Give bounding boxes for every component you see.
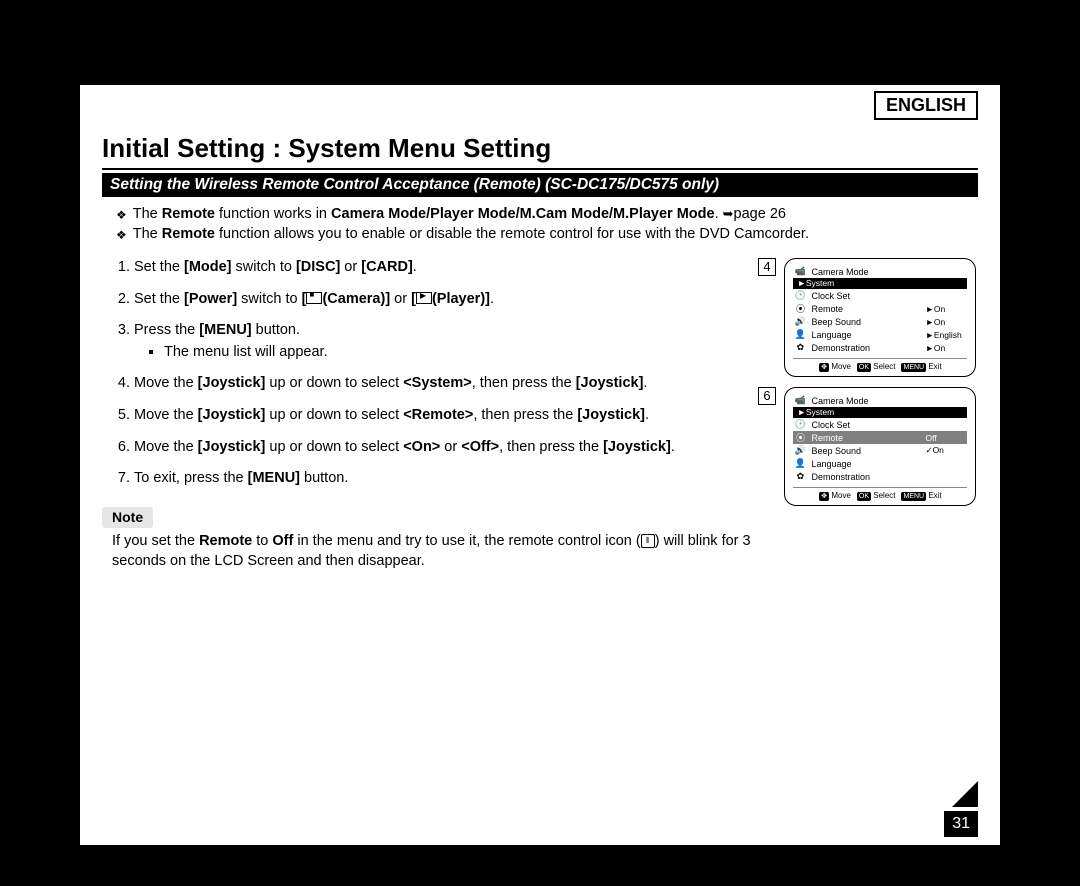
demo-icon: ✿ — [793, 342, 807, 353]
corner-triangle-icon — [952, 781, 978, 807]
ok-key-icon: OK — [857, 492, 871, 501]
sound-icon: 🔊 — [793, 445, 807, 456]
sound-icon: 🔊 — [793, 316, 807, 327]
lcd-screen-4: 📹Camera Mode ►System 🕒Clock Set ⦿Remote►… — [784, 258, 976, 377]
clock-icon: 🕒 — [793, 419, 807, 430]
screen-block-6: 6 📹Camera Mode ►System 🕒Clock Set ⦿Remot… — [758, 387, 978, 516]
section-subtitle: Setting the Wireless Remote Control Acce… — [102, 173, 978, 197]
clock-icon: 🕒 — [793, 290, 807, 301]
page-number: 31 — [944, 811, 978, 837]
instructions-column: Set the [Mode] switch to [DISC] or [CARD… — [102, 258, 752, 571]
lcd-screen-6: 📹Camera Mode ►System 🕒Clock Set ⦿RemoteO… — [784, 387, 976, 506]
menu-header: ►System — [793, 278, 967, 289]
step-6: Move the [Joystick] up or down to select… — [134, 438, 752, 458]
camcorder-icon: 📹 — [793, 395, 807, 406]
move-key-icon: ✥ — [819, 363, 829, 372]
menu-key-icon: MENU — [901, 492, 926, 501]
step-4: Move the [Joystick] up or down to select… — [134, 374, 752, 394]
player-icon — [416, 292, 432, 304]
bullet-diamond-icon: ❖ — [116, 227, 127, 247]
intro-block: ❖ The Remote function works in Camera Mo… — [102, 205, 978, 244]
menu-header: ►System — [793, 407, 967, 418]
menu-row-highlighted: ⦿RemoteOff — [793, 431, 967, 444]
manual-page: ENGLISH Initial Setting : System Menu Se… — [80, 85, 1000, 845]
step-1: Set the [Mode] switch to [DISC] or [CARD… — [134, 258, 752, 278]
intro-line-2: ❖ The Remote function allows you to enab… — [116, 225, 978, 245]
demo-icon: ✿ — [793, 471, 807, 482]
intro-line-1: ❖ The Remote function works in Camera Mo… — [116, 205, 978, 225]
screenshots-column: 4 📹Camera Mode ►System 🕒Clock Set ⦿Remot… — [758, 258, 978, 571]
note-label: Note — [102, 507, 153, 528]
remote-icon: ⦿ — [793, 302, 807, 315]
menu-key-icon: MENU — [901, 363, 926, 372]
move-key-icon: ✥ — [819, 492, 829, 501]
screen-number-4: 4 — [758, 258, 776, 276]
note-text: If you set the Remote to Off in the menu… — [102, 532, 752, 571]
language-icon: 👤 — [793, 329, 807, 340]
camcorder-icon: 📹 — [793, 266, 807, 277]
page-ref-arrow-icon: ➥ — [723, 206, 734, 221]
screen-footer: ✥ Move OK Select MENU Exit — [793, 487, 967, 501]
language-icon: 👤 — [793, 458, 807, 469]
bullet-diamond-icon: ❖ — [116, 207, 127, 227]
camera-icon — [306, 292, 322, 304]
remote-icon: ⦿ — [793, 431, 807, 444]
page-title: Initial Setting : System Menu Setting — [102, 133, 978, 170]
ok-key-icon: OK — [857, 363, 871, 372]
step-5: Move the [Joystick] up or down to select… — [134, 406, 752, 426]
language-badge: ENGLISH — [874, 91, 978, 120]
screen-number-6: 6 — [758, 387, 776, 405]
step-3: Press the [MENU] button. The menu list w… — [134, 321, 752, 362]
screen-block-4: 4 📹Camera Mode ►System 🕒Clock Set ⦿Remot… — [758, 258, 978, 387]
step-3-sub: The menu list will appear. — [164, 343, 752, 363]
screen-footer: ✥ Move OK Select MENU Exit — [793, 358, 967, 372]
step-7: To exit, press the [MENU] button. — [134, 469, 752, 489]
step-2: Set the [Power] switch to [(Camera)] or … — [134, 290, 752, 310]
remote-blink-icon: ⦀ — [641, 534, 655, 548]
